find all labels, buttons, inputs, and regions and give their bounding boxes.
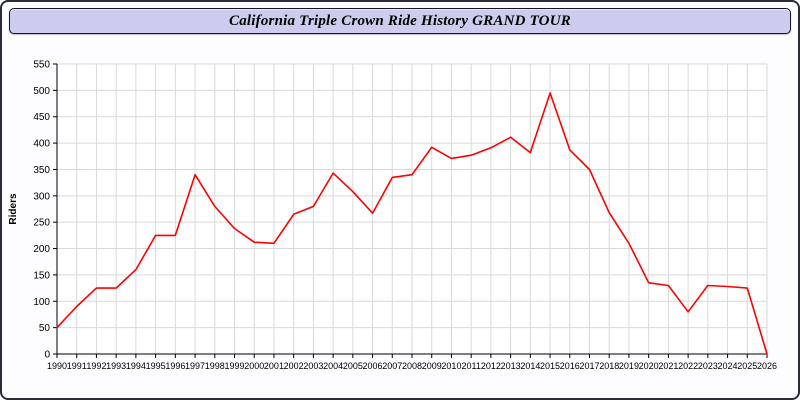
- svg-text:2002: 2002: [284, 361, 304, 371]
- svg-text:2012: 2012: [481, 361, 501, 371]
- title-bar: California Triple Crown Ride History GRA…: [9, 8, 791, 34]
- svg-text:2008: 2008: [402, 361, 422, 371]
- svg-text:2009: 2009: [422, 361, 442, 371]
- svg-text:550: 550: [33, 60, 50, 71]
- svg-text:150: 150: [33, 270, 50, 281]
- svg-text:1990: 1990: [47, 361, 67, 371]
- svg-text:2003: 2003: [303, 361, 323, 371]
- svg-text:450: 450: [33, 112, 50, 123]
- svg-text:1995: 1995: [146, 361, 166, 371]
- svg-text:2007: 2007: [382, 361, 402, 371]
- svg-text:1991: 1991: [67, 361, 87, 371]
- svg-text:2023: 2023: [698, 361, 718, 371]
- svg-text:250: 250: [33, 218, 50, 229]
- y-axis-title: Riders: [8, 193, 19, 225]
- svg-text:2011: 2011: [461, 361, 480, 371]
- svg-text:2004: 2004: [323, 361, 343, 371]
- svg-text:2021: 2021: [658, 361, 678, 371]
- x-axis-labels: 1990 1991 1992 1993 1994 1995 1996 1997 1998 1999…: [47, 354, 777, 371]
- svg-text:2024: 2024: [718, 361, 738, 371]
- svg-text:2013: 2013: [501, 361, 521, 371]
- svg-text:50: 50: [39, 323, 51, 334]
- svg-text:2006: 2006: [363, 361, 383, 371]
- riders-series-line: [56, 92, 768, 355]
- page-title: California Triple Crown Ride History GRA…: [229, 12, 571, 29]
- svg-text:2022: 2022: [678, 361, 698, 371]
- svg-text:500: 500: [33, 86, 50, 97]
- chart-container: 0 50 100 150 200 250 300 350 400 450 500 550 1990 199…: [2, 46, 798, 398]
- gridlines: [57, 63, 768, 354]
- svg-text:1994: 1994: [126, 361, 146, 371]
- svg-text:2000: 2000: [244, 361, 264, 371]
- svg-text:2019: 2019: [619, 361, 639, 371]
- svg-text:100: 100: [33, 297, 50, 308]
- svg-text:1996: 1996: [165, 361, 185, 371]
- svg-text:2014: 2014: [520, 361, 540, 371]
- svg-text:300: 300: [33, 191, 50, 202]
- svg-text:2016: 2016: [560, 361, 580, 371]
- svg-text:400: 400: [33, 139, 50, 150]
- svg-text:2026: 2026: [757, 361, 777, 371]
- svg-text:1999: 1999: [224, 361, 244, 371]
- svg-text:2015: 2015: [540, 361, 560, 371]
- svg-text:200: 200: [33, 244, 50, 255]
- svg-text:1992: 1992: [86, 361, 106, 371]
- svg-text:2020: 2020: [639, 361, 659, 371]
- svg-text:2005: 2005: [343, 361, 363, 371]
- svg-text:2001: 2001: [264, 361, 284, 371]
- svg-text:1997: 1997: [185, 361, 205, 371]
- svg-text:1998: 1998: [205, 361, 225, 371]
- svg-text:2010: 2010: [441, 361, 461, 371]
- svg-text:2018: 2018: [599, 361, 619, 371]
- y-axis-labels: 0 50 100 150 200 250 300 350 400 450 500 550: [33, 60, 57, 361]
- svg-text:2025: 2025: [737, 361, 757, 371]
- svg-text:0: 0: [44, 350, 50, 361]
- svg-text:2017: 2017: [579, 361, 599, 371]
- svg-text:1993: 1993: [106, 361, 126, 371]
- svg-text:350: 350: [33, 165, 50, 176]
